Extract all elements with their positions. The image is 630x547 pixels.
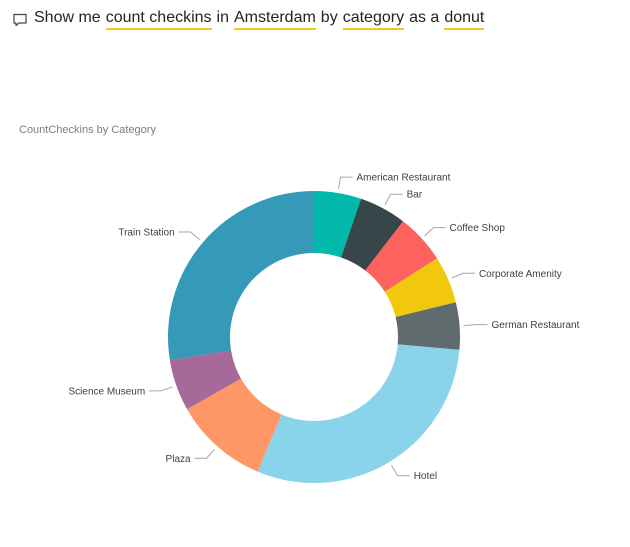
leader-line-american-restaurant: [338, 176, 353, 190]
slice-american-restaurant[interactable]: [314, 191, 362, 258]
leader-line-coffee-shop: [424, 227, 446, 237]
label-science-museum: Science Museum: [68, 386, 145, 397]
label-plaza: Plaza: [166, 454, 191, 465]
chart-title: CountCheckins by Category: [19, 124, 156, 136]
leader-line-train-station: [178, 231, 201, 241]
slice-science-museum[interactable]: [169, 350, 242, 410]
slice-coffee-shop[interactable]: [365, 221, 438, 292]
slice-german-restaurant[interactable]: [395, 302, 460, 350]
qa-word-0: Show me: [34, 9, 101, 26]
leader-line-corporate-amenity: [451, 272, 475, 279]
qa-keyword-7[interactable]: donut: [444, 9, 485, 30]
qa-question-text: Show me count checkins in Amsterdam by catego…: [34, 9, 485, 30]
label-bar: Bar: [407, 190, 423, 201]
label-german-restaurant: German Restaurant: [492, 320, 580, 331]
qa-keyword-3[interactable]: Amsterdam: [234, 9, 316, 30]
qa-question-bar[interactable]: Show me count checkins in Amsterdam by catego…: [12, 9, 485, 30]
slice-hotel[interactable]: [257, 344, 460, 483]
label-train-station: Train Station: [118, 227, 174, 238]
slice-bar[interactable]: [341, 198, 404, 271]
slice-corporate-amenity[interactable]: [384, 258, 456, 318]
qa-word-6: as a: [409, 9, 440, 26]
label-american-restaurant: American Restaurant: [356, 173, 450, 184]
slice-plaza[interactable]: [187, 378, 282, 472]
chat-bubble-icon: [13, 13, 27, 26]
slice-train-station[interactable]: [167, 191, 314, 361]
qa-word-4: by: [320, 9, 338, 26]
leader-line-plaza: [194, 448, 215, 459]
leader-line-science-museum: [149, 386, 173, 392]
qa-word-2: in: [216, 9, 229, 26]
leader-line-hotel: [391, 465, 410, 477]
label-coffee-shop: Coffee Shop: [449, 223, 505, 234]
label-corporate-amenity: Corporate Amenity: [479, 269, 562, 280]
label-hotel: Hotel: [414, 471, 437, 482]
qa-keyword-1[interactable]: count checkins: [105, 9, 212, 30]
qa-keyword-5[interactable]: category: [342, 9, 405, 30]
leader-line-german-restaurant: [463, 324, 488, 327]
leader-line-bar: [384, 193, 403, 206]
